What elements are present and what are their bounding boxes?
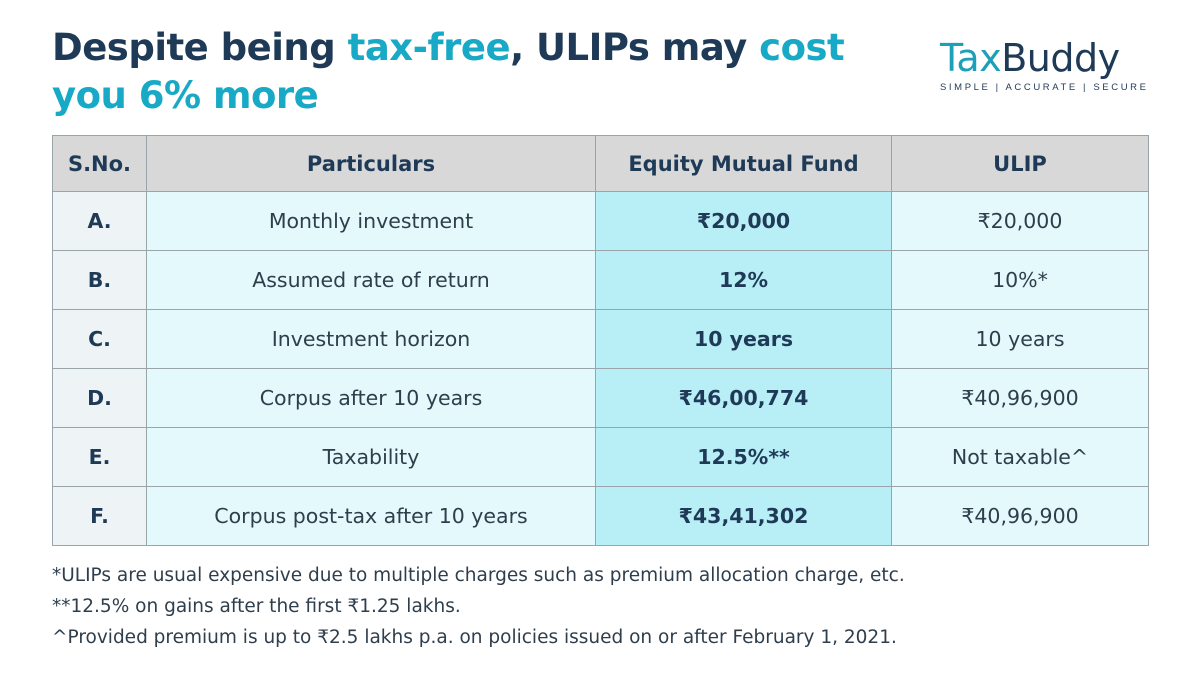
- cell-sno: C.: [52, 309, 147, 369]
- logo-tagline: SIMPLE | ACCURATE | SECURE: [940, 82, 1149, 93]
- cell-particular: Taxability: [146, 427, 596, 487]
- title-part-1: Despite being: [52, 26, 348, 69]
- cell-sno: F.: [52, 486, 147, 546]
- header-particulars: Particulars: [146, 135, 596, 192]
- cell-ulip: ₹40,96,900: [891, 368, 1149, 428]
- cell-sno: A.: [52, 191, 147, 251]
- title-accent-tax-free: tax-free: [347, 26, 511, 69]
- table-row: E. Taxability 12.5%** Not taxable^: [52, 427, 1149, 487]
- cell-ulip: ₹20,000: [891, 191, 1149, 251]
- table-row: B. Assumed rate of return 12% 10%*: [52, 250, 1149, 310]
- logo-wordmark: TaxBuddy: [940, 36, 1140, 80]
- cell-particular: Corpus post-tax after 10 years: [146, 486, 596, 546]
- cell-particular: Monthly investment: [146, 191, 596, 251]
- footnote-premium-limit: ^Provided premium is up to ₹2.5 lakhs p.…: [52, 627, 897, 648]
- cell-mutual-fund: 12.5%**: [595, 427, 892, 487]
- taxbuddy-logo: TaxBuddy SIMPLE | ACCURATE | SECURE: [940, 36, 1149, 93]
- cell-sno: E.: [52, 427, 147, 487]
- header-sno: S.No.: [52, 135, 147, 192]
- comparison-table: S.No. Particulars Equity Mutual Fund ULI…: [52, 135, 1149, 546]
- footnotes: *ULIPs are usual expensive due to multip…: [52, 560, 1148, 653]
- cell-mutual-fund: 10 years: [595, 309, 892, 369]
- cell-ulip: 10 years: [891, 309, 1149, 369]
- title-part-2: , ULIPs may: [510, 26, 760, 69]
- page-title: Despite being tax-free, ULIPs may cost y…: [52, 24, 912, 120]
- footnote-ulip-charges: *ULIPs are usual expensive due to multip…: [52, 565, 905, 586]
- logo-word-buddy: Buddy: [1001, 36, 1120, 80]
- cell-particular: Corpus after 10 years: [146, 368, 596, 428]
- cell-particular: Investment horizon: [146, 309, 596, 369]
- table-row: C. Investment horizon 10 years 10 years: [52, 309, 1149, 369]
- table-row: D. Corpus after 10 years ₹46,00,774 ₹40,…: [52, 368, 1149, 428]
- header-equity-mutual-fund: Equity Mutual Fund: [595, 135, 892, 192]
- logo-word-tax: Tax: [940, 36, 1002, 80]
- cell-mutual-fund: 12%: [595, 250, 892, 310]
- cell-mutual-fund: ₹20,000: [595, 191, 892, 251]
- table-row: F. Corpus post-tax after 10 years ₹43,41…: [52, 486, 1149, 546]
- title-accent-cost: cost you 6% more: [52, 26, 845, 117]
- cell-ulip: ₹40,96,900: [891, 486, 1149, 546]
- cell-mutual-fund: ₹43,41,302: [595, 486, 892, 546]
- table-header-row: S.No. Particulars Equity Mutual Fund ULI…: [52, 135, 1149, 192]
- cell-sno: D.: [52, 368, 147, 428]
- cell-particular: Assumed rate of return: [146, 250, 596, 310]
- cell-ulip: 10%*: [891, 250, 1149, 310]
- header-ulip: ULIP: [891, 135, 1149, 192]
- footnote-taxability: **12.5% on gains after the first ₹1.25 l…: [52, 596, 461, 617]
- cell-mutual-fund: ₹46,00,774: [595, 368, 892, 428]
- table-row: A. Monthly investment ₹20,000 ₹20,000: [52, 191, 1149, 251]
- cell-ulip: Not taxable^: [891, 427, 1149, 487]
- cell-sno: B.: [52, 250, 147, 310]
